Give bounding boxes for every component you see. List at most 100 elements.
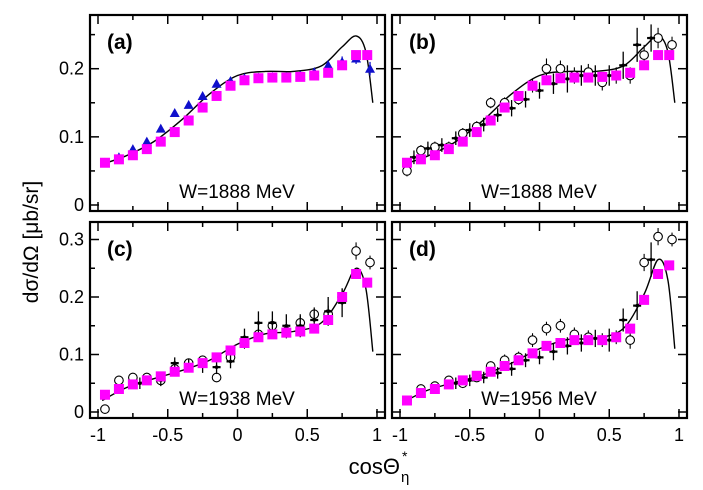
data-point [527,335,538,345]
x-tick-label: 0.5 [295,425,320,445]
data-point [485,97,496,108]
data-point [402,166,412,176]
y-tick-label: 0.2 [59,59,84,79]
data-point [597,335,608,346]
data-point [664,50,675,61]
series-circle-open [402,228,677,406]
data-point [569,72,580,83]
data-point [211,352,222,363]
x-tick-label: 1 [372,425,382,445]
data-point-center [138,381,142,386]
data-point [113,384,124,394]
data-point [527,348,538,359]
data-point-center [565,344,570,348]
data-point [513,355,524,366]
series-plus [451,242,656,389]
x-axis-label-sup: * [402,448,408,464]
data-point [323,67,334,78]
data-point [197,102,208,113]
data-point [225,80,236,91]
panel-label: (a) [107,31,133,54]
data-point [337,292,348,302]
panel-1: 0 0.1 0.2 (a) W=1888 MeV [59,13,387,215]
data-point [281,72,292,83]
data-point-center [635,303,639,308]
y-axis-label: dσ/dΩ [μb/sr] [20,181,43,303]
data-point [443,379,454,390]
x-tick-label: -1 [90,425,106,445]
data-point-center [551,349,556,354]
x-tick-label: 1 [674,425,684,445]
data-point-center [621,318,625,322]
data-point [169,366,180,377]
data-point [267,72,278,83]
data-point [541,340,552,351]
series-square [99,269,373,400]
y-tick-label: 0.1 [59,127,84,147]
data-point-center [228,359,233,364]
x-tick-label: -0.5 [152,425,183,445]
data-point [625,67,636,78]
y-tick-label: 0.1 [59,345,84,365]
data-point [239,338,250,348]
data-point [309,323,320,334]
data-point [267,329,278,340]
x-axis-label: cosΘ [349,454,400,479]
data-point [351,246,361,256]
data-point [295,326,306,337]
data-point [351,50,362,61]
data-point [485,115,496,126]
data-point-center [523,97,528,102]
data-point [429,150,440,161]
data-point [197,90,208,100]
energy-label: W=1888 MeV [481,182,597,203]
data-point-center [312,318,317,322]
energy-label: W=1888 MeV [179,182,295,203]
data-point-center [523,358,528,363]
data-point-center [172,361,177,365]
energy-label: W=1938 MeV [179,389,295,410]
x-axis-label-sub: η [401,469,409,486]
data-point [365,257,375,268]
data-point [499,361,510,371]
panel-label: (c) [107,238,133,261]
data-point [211,78,222,88]
data-point [365,63,376,73]
data-point [653,50,664,61]
x-tick-label: 0.5 [597,425,622,445]
data-point [114,375,124,386]
series-circle-open [402,27,677,177]
data-point [225,345,236,356]
data-point [197,358,208,369]
data-point [555,73,566,84]
data-point [639,50,649,60]
data-point-center [551,81,556,86]
data-point-center [454,136,458,141]
data-point [183,362,194,373]
data-point [471,127,482,138]
data-point [499,102,510,113]
data-point [362,50,373,61]
data-point [541,323,552,334]
data-point [555,63,566,74]
data-point [401,395,412,406]
data-point [323,60,334,70]
data-point-center [214,365,219,369]
data-point [362,277,373,288]
panel-2: (b) W=1888 MeV [390,13,689,213]
data-point [457,136,468,147]
data-point [443,144,454,155]
data-point-center [256,321,261,325]
y-tick-label: 0.3 [59,230,84,250]
data-point [141,144,152,155]
data-point [471,370,482,381]
data-point-center [284,323,289,328]
data-point [141,375,152,386]
data-point-center [454,381,458,386]
data-point [127,379,138,390]
series-square [401,260,675,406]
data-point [555,338,566,348]
data-point-center [509,106,514,111]
data-point [639,257,649,268]
y-tick-label: 0 [74,195,84,215]
